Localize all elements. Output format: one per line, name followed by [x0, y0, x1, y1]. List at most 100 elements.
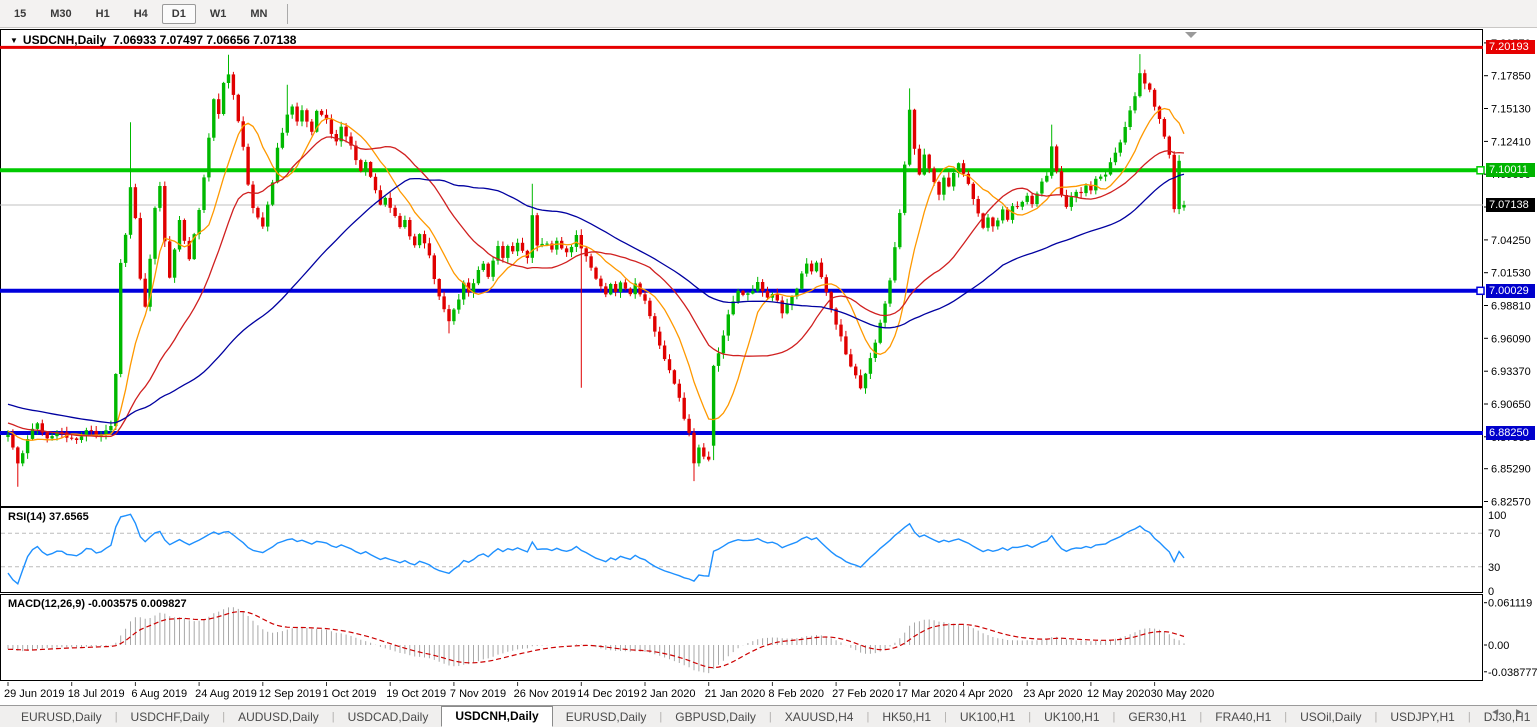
candles	[6, 54, 1186, 487]
chart-tabs: EURUSD,Daily | USDCHF,Daily | AUDUSD,Daily | U…	[8, 705, 1537, 727]
tabs-scroll-right-button[interactable]: ►	[1514, 707, 1524, 718]
svg-text:27 Feb 2020: 27 Feb 2020	[832, 688, 894, 700]
svg-text:12 Sep 2019: 12 Sep 2019	[259, 688, 321, 700]
tab-xauusd-h4[interactable]: XAUUSD,H4	[784, 709, 854, 724]
svg-text:100: 100	[1488, 510, 1506, 522]
svg-text:23 Apr 2020: 23 Apr 2020	[1023, 688, 1082, 700]
ma-lines	[7, 107, 1185, 441]
svg-text:0.061119: 0.061119	[1488, 598, 1532, 610]
svg-text:6.98810: 6.98810	[1491, 301, 1531, 313]
svg-text:14 Dec 2019: 14 Dec 2019	[577, 688, 639, 700]
chart-tabbar: EURUSD,Daily | USDCHF,Daily | AUDUSD,Daily | U…	[0, 705, 1537, 727]
macd-panel	[7, 607, 1185, 674]
svg-text:6.82570: 6.82570	[1491, 497, 1531, 509]
svg-text:6.96090: 6.96090	[1491, 333, 1531, 345]
tab-dj30-h1[interactable]: DJ30,H1	[1483, 709, 1531, 724]
price-badge-7.00029: 7.00029	[1486, 284, 1535, 298]
tab-uk100-h1[interactable]: UK100,H1	[1044, 709, 1100, 724]
timeframe-buttons: 15 M30 H1 H4 D1 W1 MN	[2, 3, 279, 24]
svg-text:26 Nov 2019: 26 Nov 2019	[514, 688, 576, 700]
svg-text:7.12410: 7.12410	[1491, 136, 1531, 148]
tab-usdcnh-daily[interactable]: USDCNH,Daily	[441, 705, 553, 727]
date-axis: 29 Jun 2019 18 Jul 2019 6 Aug 2019 24 Aug 2…	[4, 682, 1214, 700]
tab-separator: |	[768, 710, 772, 723]
timeframe-toolbar: 15 M30 H1 H4 D1 W1 MN	[0, 0, 1537, 28]
svg-text:6.85290: 6.85290	[1491, 464, 1531, 476]
timeframe-button-h1[interactable]: H1	[95, 7, 110, 20]
svg-text:-0.038777: -0.038777	[1488, 667, 1537, 679]
chart-ohlc-values: 7.06933 7.07497 7.06656 7.07138	[112, 33, 297, 47]
macd-histogram	[7, 607, 1185, 674]
tab-usoil-daily[interactable]: USOil,Daily	[1300, 709, 1362, 724]
price-badge-7.20193: 7.20193	[1486, 40, 1535, 54]
tab-hk50-h1[interactable]: HK50,H1	[882, 709, 932, 724]
price-chart[interactable]: 7.205707.178507.151307.124107.096907.069…	[0, 29, 1537, 704]
svg-text:7.15130: 7.15130	[1491, 104, 1531, 116]
tab-usdcad-daily[interactable]: USDCAD,Daily	[347, 709, 429, 724]
svg-text:21 Jan 2020: 21 Jan 2020	[705, 688, 766, 700]
svg-text:7 Nov 2019: 7 Nov 2019	[450, 688, 506, 700]
tab-usdchf-daily[interactable]: USDCHF,Daily	[130, 709, 210, 724]
timeframe-button-15[interactable]: 15	[14, 7, 27, 20]
tab-audusd-daily[interactable]: AUDUSD,Daily	[238, 709, 319, 724]
svg-text:12 May 2020: 12 May 2020	[1087, 688, 1151, 700]
timeframe-button-mn[interactable]: MN	[250, 7, 268, 20]
svg-text:7.01530: 7.01530	[1491, 268, 1531, 280]
svg-text:1 Oct 2019: 1 Oct 2019	[323, 688, 377, 700]
timeframe-button-h4[interactable]: H4	[133, 7, 148, 20]
svg-text:6 Aug 2019: 6 Aug 2019	[131, 688, 187, 700]
tab-separator: |	[944, 710, 947, 723]
tab-fra40-h1[interactable]: FRA40,H1	[1215, 709, 1272, 724]
tab-uk100-h1[interactable]: UK100,H1	[959, 709, 1016, 724]
toolbar-divider	[287, 3, 289, 24]
ma-mid	[7, 136, 1185, 438]
svg-text:7.04250: 7.04250	[1491, 235, 1531, 247]
timeframe-button-w1[interactable]: W1	[209, 7, 227, 20]
timeframe-button-m30[interactable]: M30	[50, 7, 72, 20]
svg-text:2 Jan 2020: 2 Jan 2020	[641, 688, 695, 700]
svg-text:24 Aug 2019: 24 Aug 2019	[195, 688, 257, 700]
tab-separator: |	[1467, 710, 1471, 723]
timeframe-button-d1[interactable]: D1	[161, 3, 196, 24]
tab-separator: |	[1112, 710, 1116, 723]
tab-separator: |	[659, 710, 663, 723]
tab-eurusd-daily[interactable]: EURUSD,Daily	[21, 709, 102, 724]
tab-eurusd-daily[interactable]: EURUSD,Daily	[565, 709, 647, 724]
svg-text:29 Jun 2019: 29 Jun 2019	[4, 688, 65, 700]
tab-separator: |	[1199, 710, 1203, 723]
svg-text:7.17850: 7.17850	[1491, 71, 1531, 83]
chart-shift-marker	[1185, 32, 1197, 38]
rsi-panel	[1, 513, 1482, 585]
tab-ger30-h1[interactable]: GER30,H1	[1128, 709, 1187, 724]
rsi-line	[7, 513, 1185, 585]
macd-label: MACD(12,26,9) -0.003575 0.009827	[8, 598, 187, 610]
svg-text:6.93370: 6.93370	[1491, 366, 1531, 378]
tabs-scroll-left-button[interactable]: ◄	[1490, 707, 1501, 718]
svg-text:4 Apr 2020: 4 Apr 2020	[960, 688, 1013, 700]
tab-separator: |	[1284, 710, 1288, 723]
price-badge-7.10011: 7.10011	[1486, 163, 1535, 177]
tab-separator: |	[1374, 710, 1378, 723]
tab-separator: |	[1028, 710, 1032, 723]
tab-usdjpy-h1[interactable]: USDJPY,H1	[1390, 709, 1455, 724]
current-price-badge: 7.07138	[1486, 198, 1535, 212]
macd-signal-line	[7, 610, 1185, 669]
rsi-label: RSI(14) 37.6565	[8, 511, 89, 523]
svg-text:30: 30	[1488, 562, 1500, 574]
svg-text:17 Mar 2020: 17 Mar 2020	[896, 688, 958, 700]
tab-separator: |	[331, 710, 335, 723]
tab-gbpusd-daily[interactable]: GBPUSD,Daily	[675, 709, 756, 724]
svg-text:6.90650: 6.90650	[1491, 399, 1531, 411]
tab-separator: |	[222, 710, 226, 723]
chart-title: ▼ USDCNH,Daily 7.06933 7.07497 7.06656 7.…	[10, 33, 296, 47]
svg-text:8 Feb 2020: 8 Feb 2020	[768, 688, 824, 700]
svg-text:0.00: 0.00	[1488, 640, 1509, 652]
svg-text:19 Oct 2019: 19 Oct 2019	[386, 688, 446, 700]
chart-symbol-label: USDCNH,Daily	[22, 33, 107, 47]
tab-scroll-nav: ◄ ►	[1483, 707, 1531, 718]
tab-separator: |	[114, 710, 118, 723]
tab-separator: |	[866, 710, 870, 723]
chart-dropdown-icon[interactable]: ▼	[10, 36, 18, 45]
svg-text:0: 0	[1488, 586, 1494, 598]
